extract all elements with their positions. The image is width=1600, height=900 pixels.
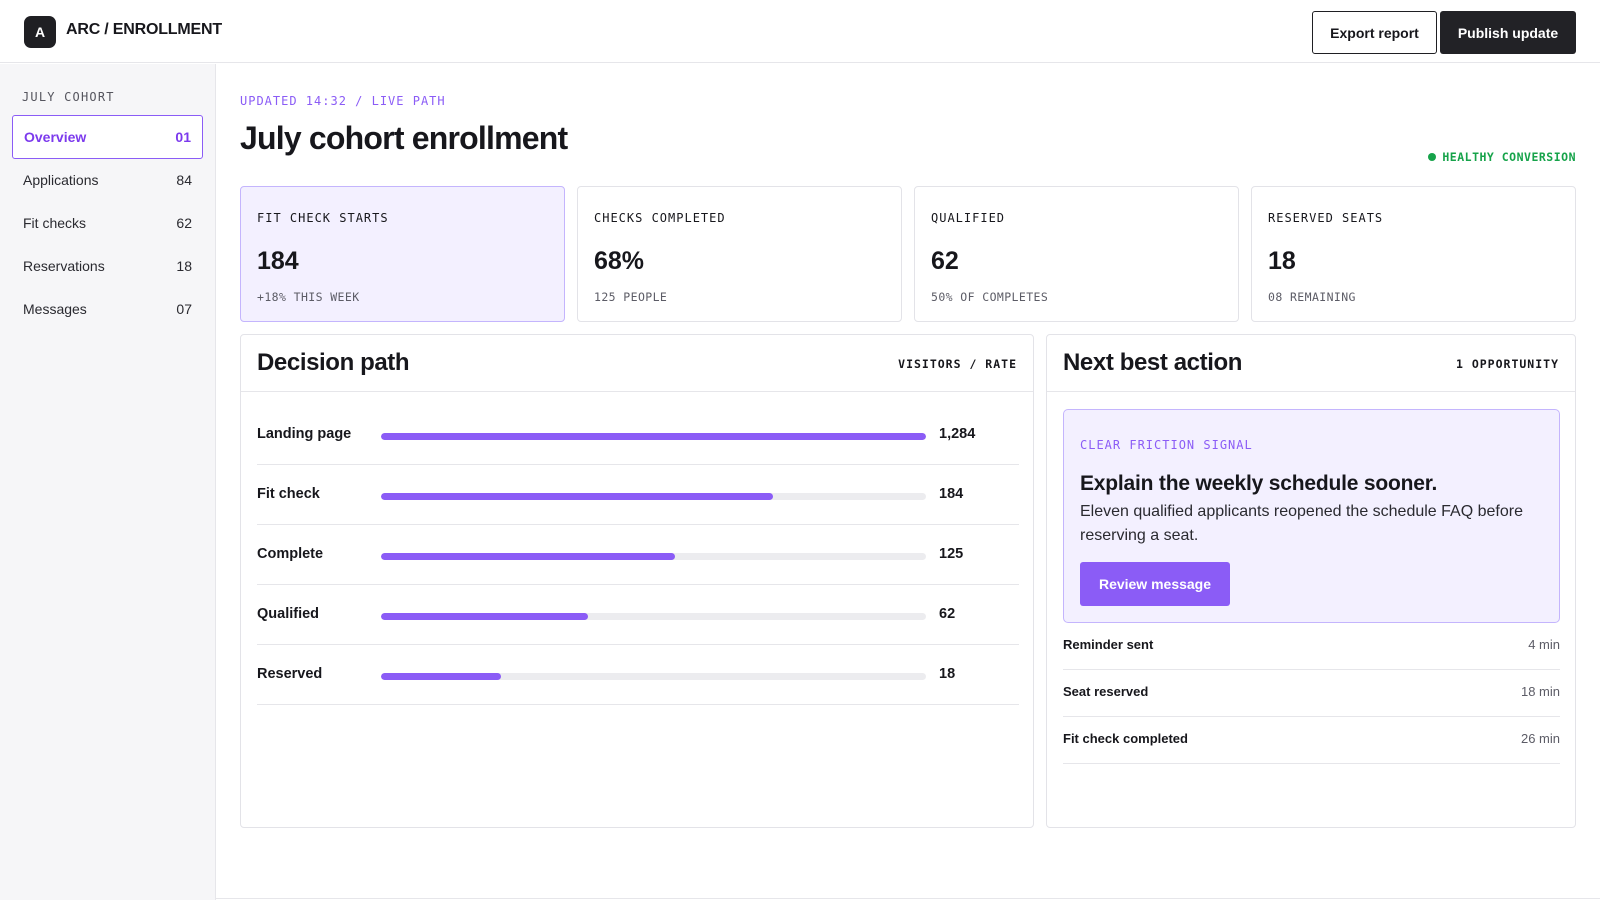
- kpi-label: CHECKS COMPLETED: [594, 211, 726, 225]
- kpi-card-reserved-seats[interactable]: RESERVED SEATS 18 08 REMAINING: [1251, 186, 1576, 322]
- funnel-bar-fill: [381, 493, 774, 500]
- action-description: Eleven qualified applicants reopened the…: [1080, 503, 1523, 544]
- kpi-subtext: 50% OF COMPLETES: [931, 290, 1049, 304]
- kpi-label: FIT CHECK STARTS: [257, 211, 389, 225]
- funnel-bar-track: [381, 613, 926, 620]
- funnel-bar-track: [381, 433, 926, 440]
- kpi-value: 68%: [594, 247, 645, 275]
- decision-path-panel: Decision path VISITORS / RATE Landing pa…: [240, 334, 1034, 828]
- kpi-card-qualified[interactable]: QUALIFIED 62 50% OF COMPLETES: [914, 186, 1239, 322]
- kpi-subtext: +18% THIS WEEK: [257, 290, 360, 304]
- status-label: HEALTHY CONVERSION: [1442, 150, 1576, 164]
- sidebar-item-label: Overview: [24, 129, 87, 145]
- funnel-row: Landing page 1,284: [257, 405, 1019, 465]
- app-logo: A: [24, 16, 56, 48]
- decision-path-title: Decision path: [257, 349, 410, 376]
- kpi-card-checks-completed[interactable]: CHECKS COMPLETED 68% 125 PEOPLE: [577, 186, 902, 322]
- activity-label: Reminder sent: [1063, 637, 1154, 652]
- funnel-bar-fill: [381, 553, 676, 560]
- status-badge: HEALTHY CONVERSION: [1428, 150, 1576, 164]
- kpi-subtext: 08 REMAINING: [1268, 290, 1356, 304]
- next-best-action-title: Next best action: [1063, 349, 1242, 376]
- activity-label: Fit check completed: [1063, 731, 1188, 746]
- sidebar-item-count: 84: [176, 172, 192, 188]
- kpi-label: QUALIFIED: [931, 211, 1006, 225]
- funnel-label: Complete: [257, 546, 324, 562]
- funnel-row: Complete 125: [257, 525, 1019, 585]
- sidebar-item-label: Applications: [23, 172, 99, 188]
- review-message-button[interactable]: Review message: [1080, 562, 1230, 606]
- kpi-value: 184: [257, 247, 299, 275]
- sidebar-item-applications[interactable]: Applications 84: [12, 158, 203, 202]
- funnel-value: 184: [939, 486, 964, 502]
- funnel-label: Qualified: [257, 606, 320, 622]
- friction-signal-card: CLEAR FRICTION SIGNAL Explain the weekly…: [1063, 409, 1560, 623]
- bottom-divider: [216, 898, 1600, 899]
- next-best-action-header: Next best action 1 OPPORTUNITY: [1047, 335, 1575, 392]
- funnel-bar-track: [381, 673, 926, 680]
- page-title: July cohort enrollment: [240, 120, 568, 156]
- app-title: ARC / ENROLLMENT: [66, 21, 222, 38]
- funnel-bar-fill: [381, 613, 589, 620]
- activity-time: 4 min: [1528, 637, 1560, 652]
- funnel-value: 62: [939, 606, 956, 622]
- funnel-value: 18: [939, 666, 956, 682]
- sidebar-item-messages[interactable]: Messages 07: [12, 287, 203, 331]
- next-best-action-panel: Next best action 1 OPPORTUNITY CLEAR FRI…: [1046, 334, 1576, 828]
- funnel-value: 1,284: [939, 426, 976, 442]
- sidebar-item-fit-checks[interactable]: Fit checks 62: [12, 201, 203, 245]
- sidebar-item-reservations[interactable]: Reservations 18: [12, 244, 203, 288]
- funnel-bar-track: [381, 493, 926, 500]
- sidebar-item-count: 18: [176, 258, 192, 274]
- funnel-row: Fit check 184: [257, 465, 1019, 525]
- sidebar-item-count: 62: [176, 215, 192, 231]
- sidebar-item-count: 07: [176, 301, 192, 317]
- opportunity-count: 1 OPPORTUNITY: [1455, 357, 1559, 371]
- kpi-subtext: 125 PEOPLE: [594, 290, 668, 304]
- action-headline: Explain the weekly schedule sooner.: [1080, 472, 1438, 495]
- activity-row: Reminder sent 4 min: [1063, 623, 1560, 670]
- activity-row: Seat reserved 18 min: [1063, 670, 1560, 717]
- decision-path-meta: VISITORS / RATE: [898, 357, 1017, 371]
- funnel-bar-fill: [381, 673, 501, 680]
- activity-label: Seat reserved: [1063, 684, 1149, 699]
- signal-tag: CLEAR FRICTION SIGNAL: [1080, 438, 1253, 452]
- funnel-value: 125: [939, 546, 964, 562]
- funnel-row: Reserved 18: [257, 645, 1019, 705]
- sidebar-heading: JULY COHORT: [22, 90, 115, 104]
- sidebar-item-label: Messages: [23, 301, 87, 317]
- kpi-card-fit-check-starts[interactable]: FIT CHECK STARTS 184 +18% THIS WEEK: [240, 186, 565, 322]
- funnel-bar-track: [381, 553, 926, 560]
- funnel-label: Fit check: [257, 486, 320, 502]
- sidebar: JULY COHORT Overview 01 Applications 84 …: [0, 64, 216, 900]
- funnel-label: Reserved: [257, 666, 323, 682]
- sidebar-item-overview[interactable]: Overview 01: [12, 115, 203, 159]
- sidebar-item-label: Fit checks: [23, 215, 87, 231]
- funnel-bar-fill: [381, 433, 926, 440]
- activity-time: 26 min: [1520, 731, 1560, 746]
- status-dot-icon: [1428, 153, 1437, 161]
- activity-time: 18 min: [1520, 684, 1560, 699]
- kpi-value: 18: [1268, 247, 1296, 275]
- updated-timestamp: UPDATED 14:32 / LIVE PATH: [240, 94, 446, 108]
- kpi-label: RESERVED SEATS: [1268, 211, 1384, 225]
- sidebar-item-label: Reservations: [23, 258, 105, 274]
- top-bar: A ARC / ENROLLMENT Export report Publish…: [0, 0, 1600, 63]
- funnel-label: Landing page: [257, 426, 352, 442]
- publish-update-button[interactable]: Publish update: [1440, 11, 1576, 54]
- decision-path-header: Decision path VISITORS / RATE: [241, 335, 1033, 392]
- sidebar-item-count: 01: [175, 129, 191, 145]
- funnel-row: Qualified 62: [257, 585, 1019, 645]
- kpi-value: 62: [931, 247, 959, 275]
- export-report-button[interactable]: Export report: [1312, 11, 1437, 54]
- activity-row: Fit check completed 26 min: [1063, 717, 1560, 764]
